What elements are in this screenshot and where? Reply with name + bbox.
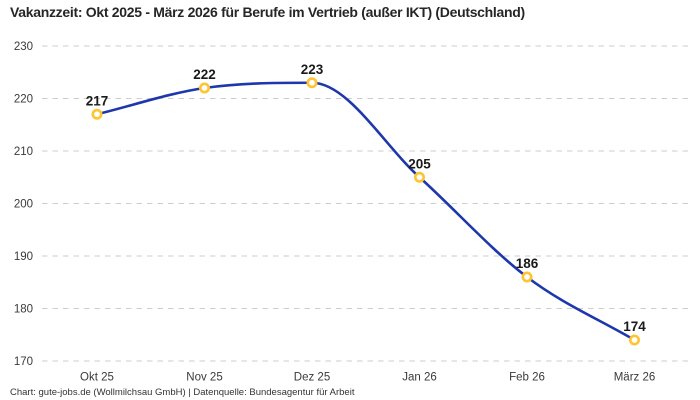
y-axis-tick-label: 220 — [14, 94, 33, 106]
data-point-marker — [199, 82, 211, 94]
x-axis-label: März 26 — [614, 372, 656, 384]
y-axis-tick-label: 170 — [14, 356, 33, 368]
data-point-label: 222 — [193, 67, 216, 82]
chart-title: Vakanzzeit: Okt 2025 - März 2026 für Ber… — [10, 4, 525, 20]
data-point-label: 186 — [516, 256, 539, 271]
x-axis-label: Okt 25 — [80, 372, 114, 384]
data-point-marker — [521, 271, 533, 283]
chart-footer-attribution: Chart: gute-jobs.de (Wollmilchsau GmbH) … — [10, 387, 355, 398]
data-point-label: 223 — [301, 62, 324, 77]
y-axis-tick-label: 230 — [14, 41, 33, 53]
data-point-marker — [306, 77, 318, 89]
data-point-label: 174 — [623, 319, 646, 334]
data-line — [95, 81, 636, 342]
y-axis-tick-label: 180 — [14, 304, 33, 316]
x-axis-label: Feb 26 — [509, 372, 545, 384]
x-axis-label: Dez 25 — [294, 372, 330, 384]
y-axis-tick-label: 190 — [14, 251, 33, 263]
data-point-marker — [413, 171, 425, 183]
data-point-label: 205 — [408, 156, 431, 171]
x-axis-label: Nov 25 — [186, 372, 222, 384]
y-axis-tick-label: 200 — [14, 199, 33, 211]
y-axis-tick-label: 210 — [14, 146, 33, 158]
data-point-marker — [628, 334, 640, 346]
data-point-label: 217 — [86, 93, 109, 108]
data-point-marker — [91, 108, 103, 120]
x-axis-label: Jan 26 — [402, 372, 437, 384]
